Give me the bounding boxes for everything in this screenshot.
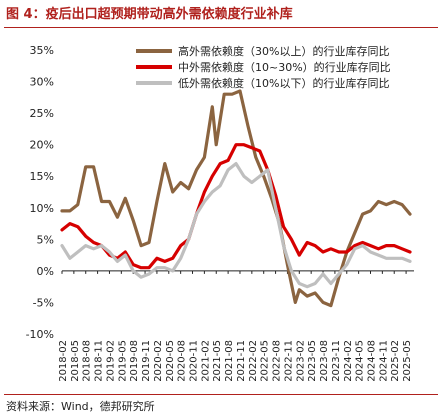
series-line-1 xyxy=(60,89,412,308)
x-tick-label: 2020-11 xyxy=(189,340,200,382)
x-tick-label: 2025-05 xyxy=(402,340,413,382)
y-tick-label: 15% xyxy=(30,170,54,183)
x-tick-label: 2018-11 xyxy=(94,340,105,382)
x-tick-label: 2022-08 xyxy=(272,340,283,382)
y-tick-label: 35% xyxy=(30,44,54,57)
x-tick-label: 2022-11 xyxy=(283,340,294,382)
x-tick-label: 2019-05 xyxy=(117,340,128,382)
x-tick-label: 2020-02 xyxy=(153,340,164,382)
x-tick-label: 2018-05 xyxy=(70,340,81,382)
y-tick-label: -10% xyxy=(26,328,54,341)
figure-title: 图 4：疫后出口超预期带动高外需依赖度行业补库 xyxy=(6,7,293,22)
legend-label-2: 中外需依赖度（10~30%）的行业库存同比 xyxy=(178,60,391,74)
source-note: 资料来源：Wind，德邦研究所 xyxy=(6,400,155,413)
legend-label-1: 高外需依赖度（30%以上）的行业库存同比 xyxy=(178,44,389,58)
x-axis: 2018-02 2018-05 2018-08 2018-11 2019-02 2019-… xyxy=(58,270,414,382)
x-tick-label: 2019-08 xyxy=(129,340,140,382)
x-tick-label: 2020-08 xyxy=(177,340,188,382)
x-tick-label: 2024-11 xyxy=(378,340,389,382)
y-axis: -10% -5% 0% 5% 10% 15% 20% 25% 30% 35% xyxy=(26,44,54,341)
line-chart: -10%-5%0%5%10%15%20%25%30%35% 2018-02 201… xyxy=(26,44,414,382)
x-tick-label: 2019-02 xyxy=(105,340,116,382)
y-tick-label: -5% xyxy=(33,296,54,309)
x-tick-label: 2024-05 xyxy=(355,340,366,382)
x-tick-label: 2023-02 xyxy=(295,340,306,382)
y-tick-label: 10% xyxy=(30,202,54,215)
legend: 高外需依赖度（30%以上）的行业库存同比中外需依赖度（10~30%）的行业库存同… xyxy=(136,44,391,90)
x-tick-label: 2021-02 xyxy=(200,340,211,382)
x-tick-label: 2022-05 xyxy=(260,340,271,382)
x-tick-label: 2021-11 xyxy=(236,340,247,382)
x-tick-label: 2024-08 xyxy=(366,340,377,382)
legend-label-3: 低外需依赖度（10%以下）的行业库存同比 xyxy=(178,76,389,90)
series-line-2 xyxy=(60,143,412,270)
x-tick-label: 2021-05 xyxy=(212,340,223,382)
y-tick-label: 20% xyxy=(30,139,54,152)
x-tick-label: 2025-02 xyxy=(390,340,401,382)
y-tick-label: 0% xyxy=(37,265,54,278)
footer-divider xyxy=(4,394,438,395)
y-tick-label: 5% xyxy=(37,233,54,246)
x-tick-label: 2022-02 xyxy=(248,340,259,382)
x-tick-label: 2021-08 xyxy=(224,340,235,382)
series-line-3 xyxy=(60,162,412,289)
x-tick-label: 2023-05 xyxy=(307,340,318,382)
x-tick-label: 2023-08 xyxy=(319,340,330,382)
x-tick-label: 2018-02 xyxy=(58,340,69,382)
x-tick-label: 2020-05 xyxy=(165,340,176,382)
title-divider xyxy=(4,27,438,28)
x-tick-label: 2018-08 xyxy=(82,340,93,382)
x-tick-label: 2023-11 xyxy=(331,340,342,382)
series-layer xyxy=(60,89,412,308)
y-tick-label: 25% xyxy=(30,107,54,120)
y-tick-label: 30% xyxy=(30,76,54,89)
x-tick-label: 2019-11 xyxy=(141,340,152,382)
x-tick-label: 2024-02 xyxy=(343,340,354,382)
